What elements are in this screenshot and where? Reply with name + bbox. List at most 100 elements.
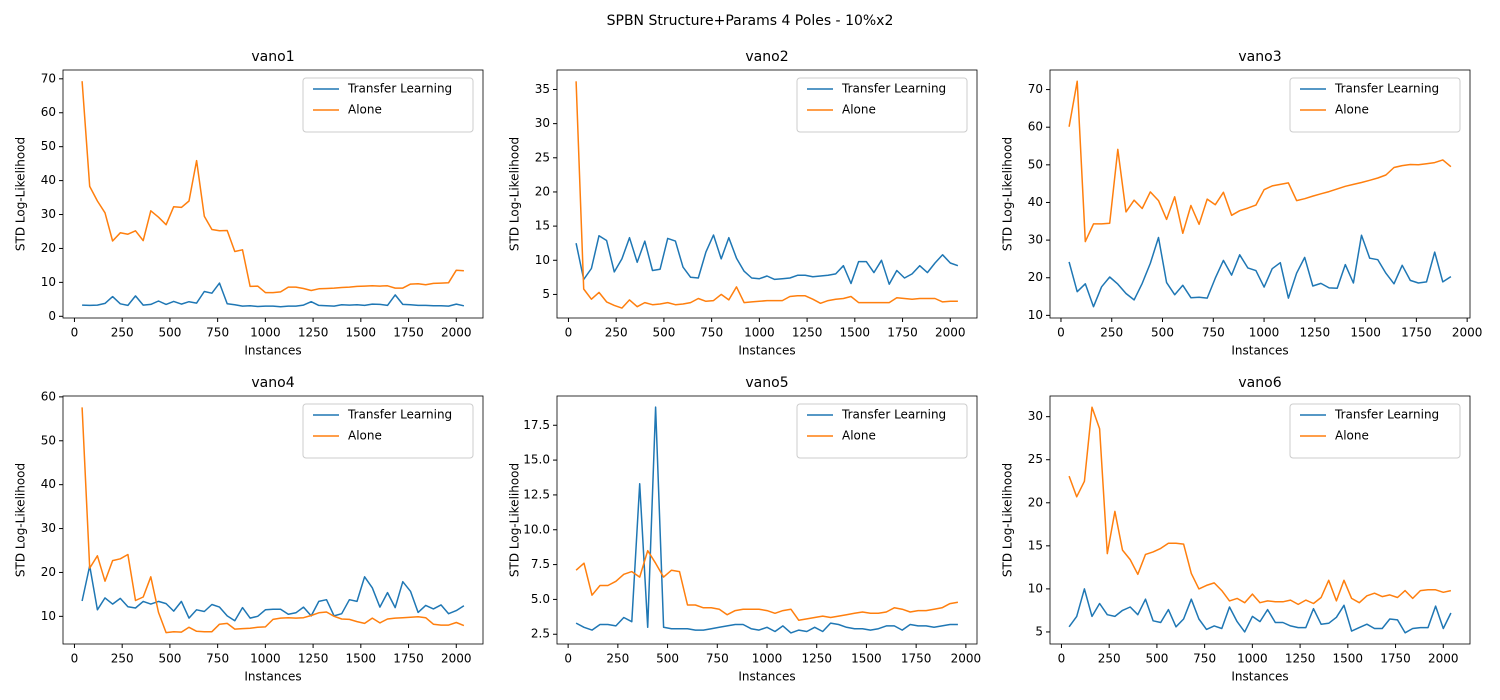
x-tick-label: 1250	[1300, 326, 1331, 340]
data-line	[575, 234, 959, 285]
legend-label: Transfer Learning	[1334, 408, 1439, 422]
legend-box	[1289, 77, 1461, 133]
x-tick-label: 1000	[1237, 652, 1268, 666]
x-tick-label: 2000	[935, 326, 966, 340]
x-axis-label: Instances	[1231, 670, 1288, 684]
y-axis-label: STD Log-Likelihood	[508, 463, 522, 577]
y-tick-label: 12.5	[523, 487, 550, 501]
x-axis-label: Instances	[1231, 344, 1288, 358]
legend-label: Alone	[348, 429, 382, 443]
y-tick-label: 10	[1028, 581, 1043, 595]
y-axis-label: STD Log-Likelihood	[14, 137, 28, 251]
subplot-title: vano3	[1238, 49, 1281, 65]
x-tick-label: 0	[71, 326, 79, 340]
x-tick-label: 1750	[1380, 652, 1411, 666]
x-tick-label: 250	[111, 652, 134, 666]
x-tick-label: 0	[71, 652, 79, 666]
y-tick-label: 5	[542, 287, 550, 301]
y-tick-label: 70	[1028, 82, 1043, 96]
x-tick-label: 1000	[250, 326, 281, 340]
x-tick-label: 1750	[887, 326, 918, 340]
x-tick-label: 2000	[1428, 652, 1459, 666]
y-tick-label: 60	[41, 105, 56, 119]
y-axis-label: STD Log-Likelihood	[1001, 137, 1015, 251]
y-tick-label: 35	[535, 82, 550, 96]
x-tick-label: 250	[1100, 326, 1123, 340]
y-tick-label: 10	[41, 609, 56, 623]
legend-label: Alone	[348, 103, 382, 117]
y-axis-label: STD Log-Likelihood	[14, 463, 28, 577]
y-tick-label: 5.0	[531, 592, 550, 606]
subplot-title: vano1	[251, 49, 294, 65]
x-axis-label: Instances	[738, 344, 795, 358]
y-tick-label: 10	[535, 253, 550, 267]
legend-label: Transfer Learning	[841, 82, 946, 96]
y-tick-label: 30	[1028, 233, 1043, 247]
x-tick-label: 500	[158, 326, 181, 340]
y-tick-label: 70	[41, 71, 56, 85]
x-tick-label: 1750	[1401, 326, 1432, 340]
y-tick-label: 5	[1035, 624, 1043, 638]
x-tick-label: 1500	[1333, 652, 1364, 666]
y-tick-label: 10.0	[523, 522, 550, 536]
y-tick-label: 20	[1028, 495, 1043, 509]
x-tick-label: 2000	[441, 326, 472, 340]
y-tick-label: 30	[1028, 409, 1043, 423]
y-axis-label: STD Log-Likelihood	[508, 137, 522, 251]
x-tick-label: 750	[700, 326, 723, 340]
y-tick-label: 50	[41, 139, 56, 153]
x-tick-label: 500	[656, 652, 679, 666]
data-line	[1068, 588, 1452, 634]
y-tick-label: 20	[1028, 270, 1043, 284]
x-tick-label: 1500	[851, 652, 882, 666]
x-tick-label: 500	[158, 652, 181, 666]
legend-label: Transfer Learning	[1334, 82, 1439, 96]
y-tick-label: 20	[41, 565, 56, 579]
y-tick-label: 40	[41, 477, 56, 491]
y-tick-label: 10	[1028, 308, 1043, 322]
y-tick-label: 25	[535, 150, 550, 164]
y-tick-label: 30	[41, 207, 56, 221]
x-tick-label: 1000	[250, 652, 281, 666]
legend-box	[302, 77, 474, 133]
data-line	[575, 406, 958, 634]
data-line	[1068, 406, 1452, 606]
y-axis-label: STD Log-Likelihood	[1001, 463, 1015, 577]
x-tick-label: 500	[1145, 652, 1168, 666]
x-tick-label: 1250	[792, 326, 823, 340]
y-tick-label: 60	[41, 389, 56, 403]
x-tick-label: 0	[1057, 326, 1065, 340]
x-tick-label: 1500	[840, 326, 871, 340]
x-tick-label: 1250	[1285, 652, 1316, 666]
y-tick-label: 15.0	[523, 453, 550, 467]
x-tick-label: 0	[564, 652, 572, 666]
legend-box	[796, 403, 968, 459]
x-tick-label: 500	[1151, 326, 1174, 340]
data-line	[1068, 80, 1452, 243]
y-tick-label: 25	[1028, 452, 1043, 466]
x-tick-label: 1500	[346, 652, 377, 666]
y-tick-label: 20	[41, 241, 56, 255]
x-tick-label: 1500	[346, 326, 377, 340]
x-tick-label: 750	[206, 652, 229, 666]
legend-label: Alone	[842, 103, 876, 117]
legend-box	[302, 403, 474, 459]
y-tick-label: 60	[1028, 120, 1043, 134]
y-tick-label: 20	[535, 184, 550, 198]
axes-frame	[62, 69, 484, 319]
y-tick-label: 15	[535, 219, 550, 233]
x-tick-label: 500	[652, 326, 675, 340]
y-tick-label: 7.5	[531, 557, 550, 571]
subplot-title: vano5	[745, 375, 788, 391]
data-line	[1068, 234, 1452, 308]
y-tick-label: 50	[41, 433, 56, 447]
data-line	[575, 81, 958, 309]
x-tick-label: 1000	[744, 326, 775, 340]
x-tick-label: 0	[565, 326, 573, 340]
y-tick-label: 0	[48, 309, 56, 323]
legend-label: Alone	[842, 429, 876, 443]
x-tick-label: 250	[605, 326, 628, 340]
x-axis-label: Instances	[244, 670, 301, 684]
legend-label: Alone	[1335, 103, 1369, 117]
